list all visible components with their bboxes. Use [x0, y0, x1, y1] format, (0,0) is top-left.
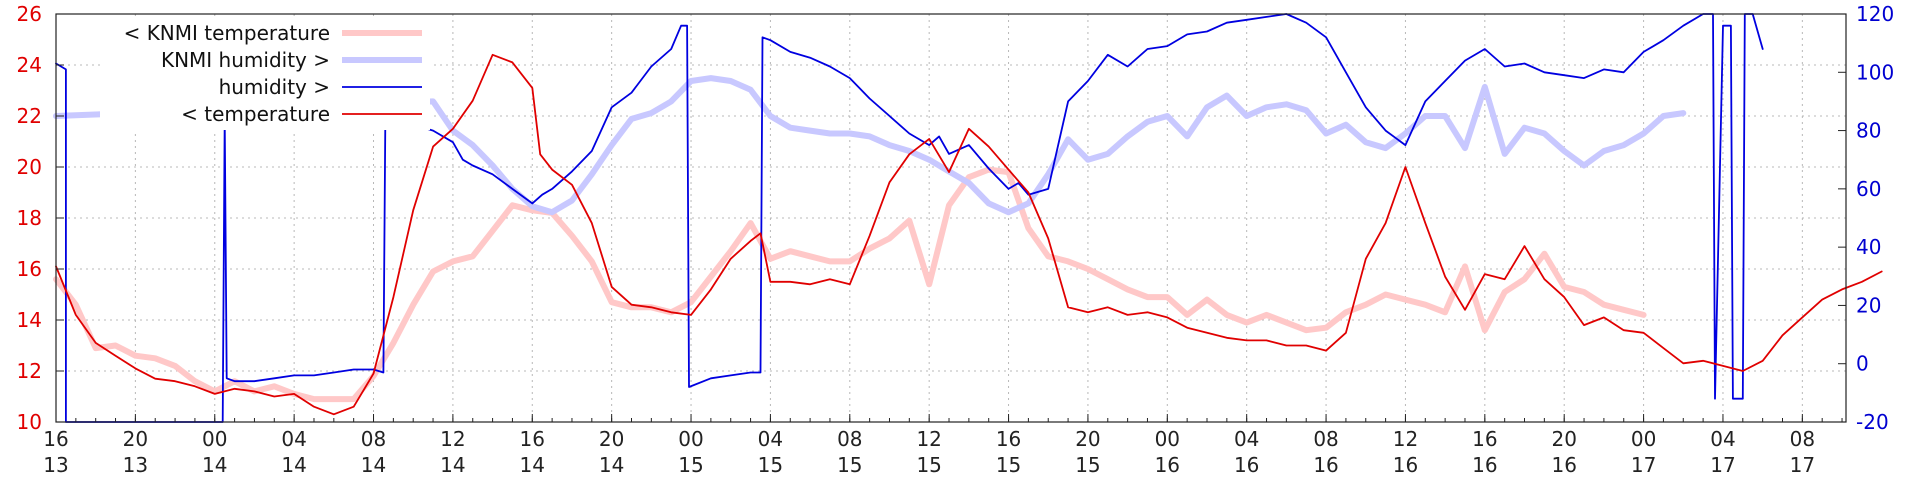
x-tick-time: 08: [1790, 427, 1815, 451]
series-line-temperature: [55, 53, 1883, 416]
left-tick-label: 16: [17, 257, 42, 281]
legend: < KNMI temperature KNMI humidity > humidit…: [100, 18, 430, 130]
x-tick-time: 08: [837, 427, 862, 451]
legend-label: KNMI humidity >: [161, 48, 330, 72]
x-tick-day: 17: [1790, 453, 1815, 477]
x-tick-time: 16: [520, 427, 545, 451]
x-tick-day: 15: [837, 453, 862, 477]
x-tick-day: 16: [1393, 453, 1418, 477]
x-tick-day: 16: [1313, 453, 1338, 477]
left-tick-label: 10: [17, 410, 42, 434]
legend-label: < KNMI temperature: [124, 21, 330, 45]
x-tick-day: 15: [916, 453, 941, 477]
x-tick-day: 16: [1472, 453, 1497, 477]
x-tick-day: 17: [1631, 453, 1656, 477]
left-tick-label: 20: [17, 155, 42, 179]
right-tick-label: 40: [1856, 235, 1881, 259]
x-tick-time: 00: [1155, 427, 1180, 451]
series-line-knmi-humidity: [53, 75, 1687, 216]
x-tick-day: 13: [43, 453, 68, 477]
x-tick-time: 04: [1710, 427, 1735, 451]
right-tick-label: 0: [1856, 352, 1869, 376]
right-tick-label: 20: [1856, 293, 1881, 317]
x-tick-time: 20: [1075, 427, 1100, 451]
x-tick-day: 13: [123, 453, 148, 477]
x-tick-day: 15: [996, 453, 1021, 477]
x-tick-day: 16: [1234, 453, 1259, 477]
x-tick-time: 08: [361, 427, 386, 451]
x-tick-time: 12: [440, 427, 465, 451]
right-tick-label: -20: [1856, 410, 1889, 434]
left-tick-label: 24: [17, 53, 42, 77]
legend-background: [100, 18, 430, 130]
x-tick-time: 04: [281, 427, 306, 451]
x-tick-time: 20: [123, 427, 148, 451]
x-tick-day: 15: [678, 453, 703, 477]
x-tick-day: 14: [281, 453, 306, 477]
x-tick-day: 15: [758, 453, 783, 477]
x-tick-day: 17: [1710, 453, 1735, 477]
right-tick-label: 120: [1856, 2, 1894, 26]
right-axis-humidity: -20 0 20 40 60 80 100 120: [1838, 2, 1894, 434]
x-tick-day: 16: [1551, 453, 1576, 477]
legend-label: humidity >: [219, 75, 330, 99]
x-tick-time: 04: [758, 427, 783, 451]
left-tick-label: 18: [17, 206, 42, 230]
x-tick-time: 04: [1234, 427, 1259, 451]
x-tick-time: 00: [678, 427, 703, 451]
x-tick-day: 15: [1075, 453, 1100, 477]
left-axis-temperature: 10 12 14 16 18 20 22 24 26: [17, 2, 64, 434]
x-tick-day: 16: [1155, 453, 1180, 477]
right-tick-label: 100: [1856, 60, 1894, 84]
x-tick-day: 14: [520, 453, 545, 477]
right-tick-label: 80: [1856, 119, 1881, 143]
x-tick-day: 14: [599, 453, 624, 477]
x-tick-day: 14: [202, 453, 227, 477]
x-tick-time: 00: [202, 427, 227, 451]
x-tick-time: 00: [1631, 427, 1656, 451]
x-tick-time: 12: [1393, 427, 1418, 451]
x-tick-time: 16: [1472, 427, 1497, 451]
x-tick-time: 08: [1313, 427, 1338, 451]
x-tick-time: 20: [599, 427, 624, 451]
series-line-knmi-temperature: [53, 166, 1647, 403]
x-tick-time: 16: [996, 427, 1021, 451]
left-tick-label: 22: [17, 104, 42, 128]
x-tick-time: 12: [916, 427, 941, 451]
x-tick-day: 14: [361, 453, 386, 477]
x-axis-time: 1613201300140414081412141614201400150415…: [43, 414, 1843, 477]
right-tick-label: 60: [1856, 177, 1881, 201]
left-tick-label: 26: [17, 2, 42, 26]
x-tick-time: 20: [1551, 427, 1576, 451]
left-tick-label: 14: [17, 308, 42, 332]
x-tick-time: 16: [43, 427, 68, 451]
x-tick-day: 14: [440, 453, 465, 477]
left-tick-label: 12: [17, 359, 42, 383]
legend-label: < temperature: [181, 102, 330, 126]
